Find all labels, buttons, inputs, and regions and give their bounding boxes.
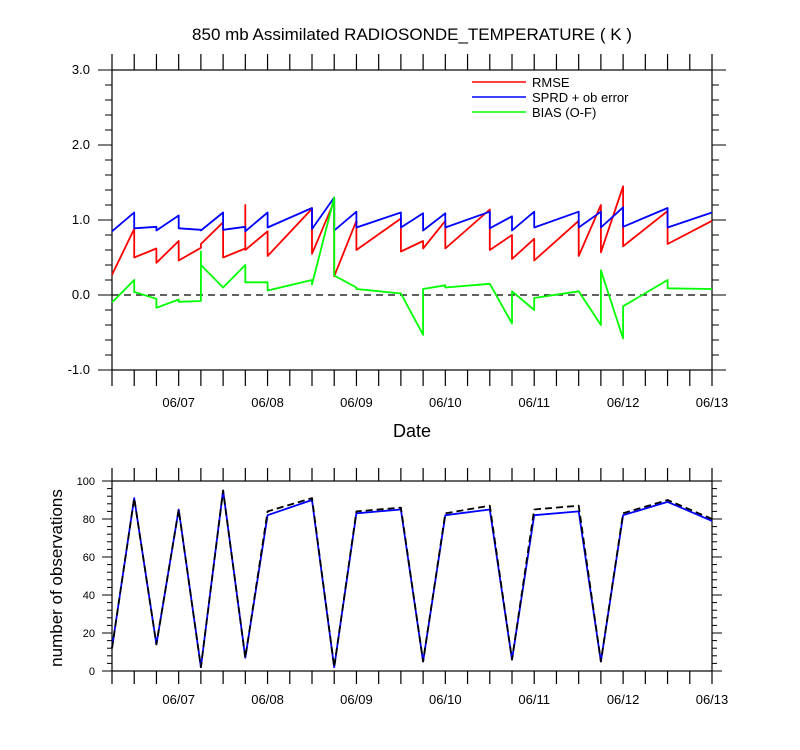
y-axis-label-bottom: number of observations: [47, 489, 66, 667]
y-tick-label: 80: [83, 514, 95, 526]
x-axis-label: Date: [393, 421, 431, 441]
y-tick-label: 3.0: [72, 62, 90, 77]
series-line-possible: [111, 489, 713, 669]
legend-label: BIAS (O-F): [532, 105, 596, 120]
series-line-used: [111, 489, 713, 669]
y-tick-label: 2.0: [72, 137, 90, 152]
x-tick-label: 06/12: [607, 692, 640, 707]
y-tick-label: 0.0: [72, 287, 90, 302]
x-tick-label: 06/09: [340, 395, 373, 410]
y-tick-label: 0: [89, 666, 95, 678]
x-tick-label: 06/07: [162, 395, 195, 410]
y-tick-label: 60: [83, 552, 95, 564]
legend-label: SPRD + ob error: [532, 90, 629, 105]
x-tick-label: 06/11: [518, 395, 550, 410]
top-chart: 06/07 06/08 06/09 06/10 06/11 06/12 06/13 -1.0 0…: [68, 54, 729, 410]
x-tick-label: 06/10: [429, 692, 462, 707]
x-tick-label: 06/13: [696, 395, 729, 410]
x-tick-label: 06/12: [607, 395, 640, 410]
x-tick-label: 06/10: [429, 395, 462, 410]
series-line-rmse: [111, 185, 713, 278]
series-line-bias-o-f: [111, 196, 713, 340]
y-tick-label: 40: [83, 590, 95, 602]
y-tick-label: 20: [83, 628, 95, 640]
bottom-chart: 06/07 06/08 06/09 06/10 06/11 06/12 06/13 0 20 40…: [77, 468, 729, 707]
chart-title: 850 mb Assimilated RADIOSONDE_TEMPERATUR…: [192, 25, 632, 44]
x-tick-label: 06/08: [251, 395, 284, 410]
plot-frame: [111, 480, 713, 672]
series-line-sprd-ob-error: [111, 196, 713, 233]
x-tick-label: 06/07: [162, 692, 195, 707]
x-tick-label: 06/11: [518, 692, 550, 707]
x-tick-label: 06/13: [696, 692, 729, 707]
x-tick-label: 06/09: [340, 692, 373, 707]
y-tick-label: -1.0: [68, 362, 90, 377]
legend-label: RMSE: [532, 75, 570, 90]
x-tick-label: 06/08: [251, 692, 284, 707]
y-tick-label: 1.0: [72, 212, 90, 227]
y-tick-label: 100: [77, 476, 95, 488]
